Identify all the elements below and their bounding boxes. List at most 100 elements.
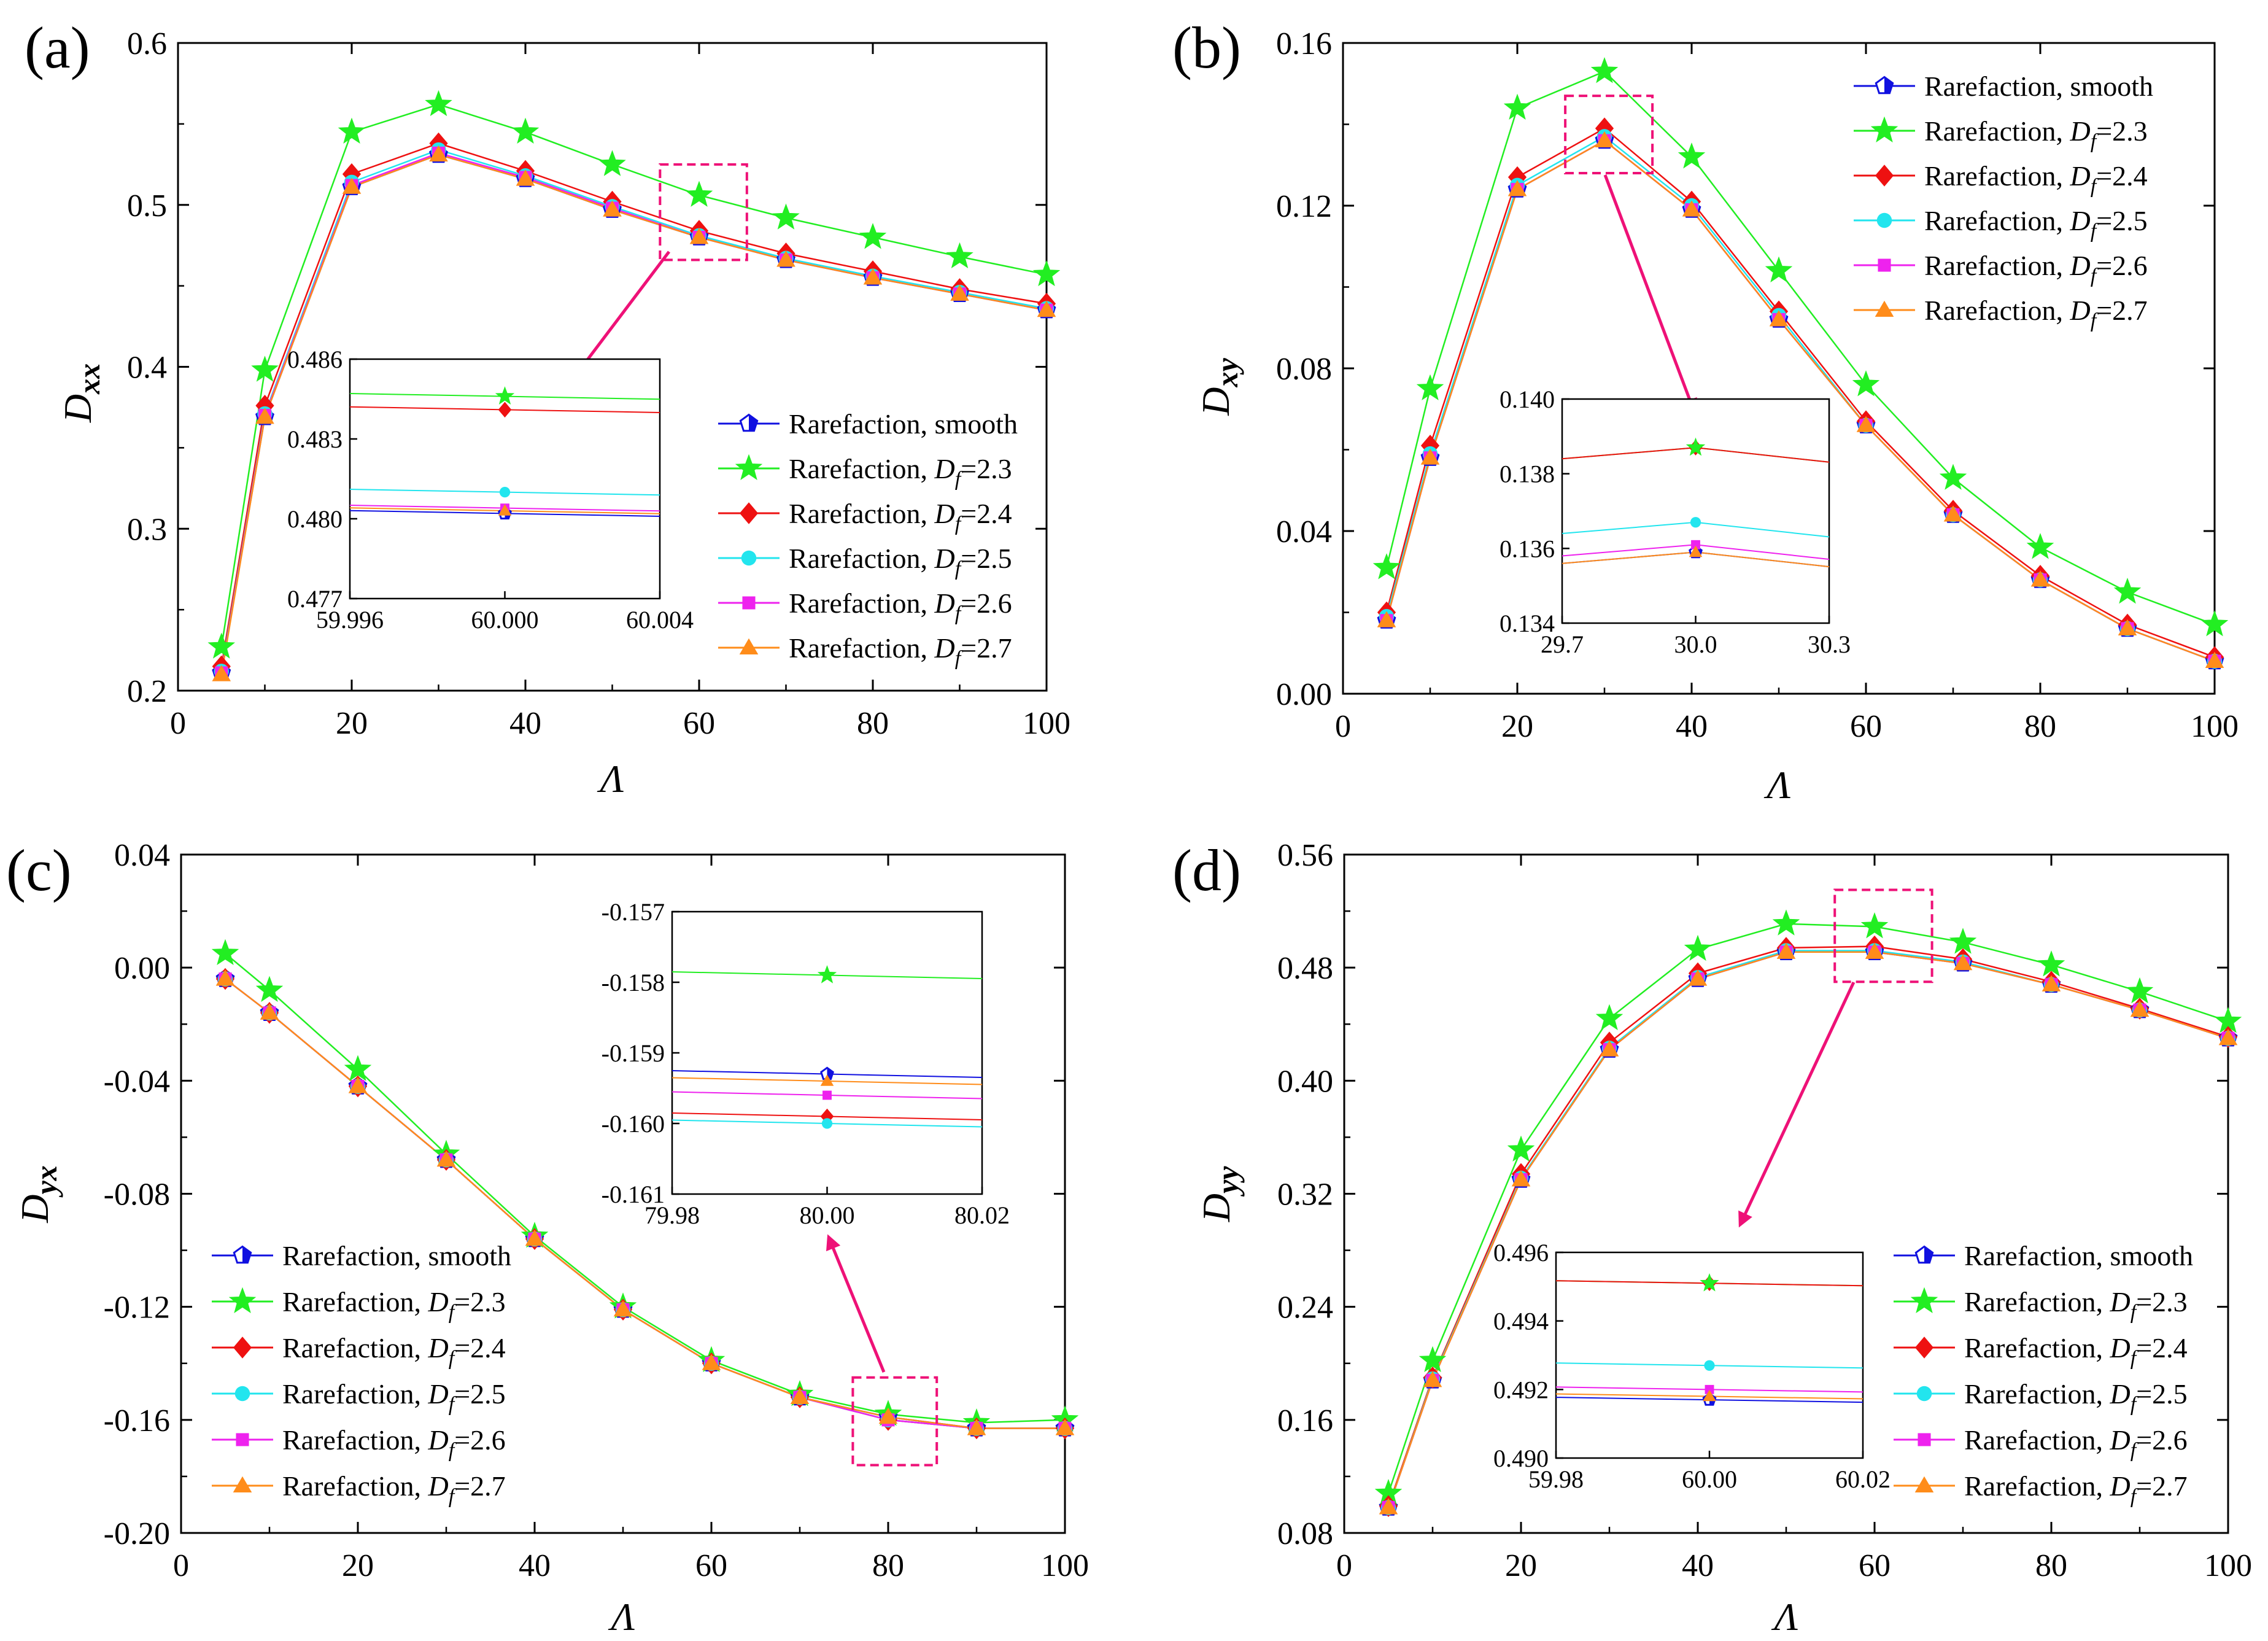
legend-marker-d24 bbox=[739, 502, 759, 524]
data-point-d23 bbox=[1507, 1135, 1535, 1162]
inset-y-tick-label: 0.494 bbox=[1493, 1308, 1549, 1335]
data-point-d27 bbox=[2030, 570, 2050, 587]
x-tick-label: 80 bbox=[872, 1548, 904, 1583]
series-group-b bbox=[1372, 56, 2229, 670]
y-tick-label: 0.48 bbox=[1277, 951, 1333, 986]
legend-label-d24: Rarefaction, Df=2.4 bbox=[1924, 160, 2148, 198]
panel-label-d: (d) bbox=[1172, 837, 1241, 903]
axis-ticks-c: 0 20 40 60 80 100 -0.20 -0.16 -0.12 -0.08 -0.04 0.0… bbox=[104, 838, 1089, 1583]
y-tick-label: 0.00 bbox=[114, 951, 170, 986]
data-point-d27 bbox=[1856, 416, 1876, 432]
legend-marker-d25 bbox=[1916, 1386, 1932, 1402]
legend-label-d27: Rarefaction, Df=2.7 bbox=[1924, 295, 2148, 332]
data-point-d27 bbox=[1420, 448, 1440, 465]
legend-label-d27: Rarefaction, Df=2.7 bbox=[789, 632, 1012, 670]
legend-marker-d25 bbox=[741, 550, 757, 566]
legend-label-d24: Rarefaction, Df=2.4 bbox=[282, 1332, 506, 1370]
legend-label-d25: Rarefaction, Df=2.5 bbox=[1964, 1378, 2188, 1416]
axis-ticks-b: 0 20 40 60 80 100 0.00 0.04 0.08 0.12 0.16 bbox=[1276, 26, 2239, 744]
data-point-d23 bbox=[598, 150, 626, 176]
inset-x-tick-label: 60.004 bbox=[626, 606, 694, 634]
data-point-d27 bbox=[2205, 651, 2224, 669]
inset-x-tick-label: 60.000 bbox=[471, 606, 539, 634]
data-point-d27 bbox=[1776, 942, 1796, 959]
legend-marker-d24 bbox=[1914, 1336, 1934, 1359]
data-point-d27 bbox=[348, 1077, 368, 1093]
panel-a: (a) 0 20 40 60 80 100 0.2 0.3 0.4 0.5 0.6 Λ Dxx 59… bbox=[25, 15, 1070, 801]
data-point-d27 bbox=[967, 1419, 986, 1435]
zoom-group-a bbox=[562, 163, 748, 392]
legend-marker-d26 bbox=[1918, 1433, 1931, 1446]
x-tick-label: 100 bbox=[2191, 709, 2239, 744]
inset-x-tick-label: 30.0 bbox=[1674, 630, 1717, 658]
data-point-d27 bbox=[1423, 1371, 1442, 1387]
data-point-d27 bbox=[525, 1229, 544, 1246]
data-point-d23 bbox=[344, 1055, 372, 1081]
panel-label-b: (b) bbox=[1172, 15, 1241, 80]
inset-y-tick-label: -0.158 bbox=[602, 969, 665, 996]
legend-label-d26: Rarefaction, Df=2.6 bbox=[282, 1424, 506, 1462]
legend-marker-d23 bbox=[1910, 1287, 1938, 1313]
zoom-arrow bbox=[1603, 174, 1697, 414]
zoom-group-b bbox=[1564, 95, 1697, 414]
x-tick-label: 80 bbox=[2024, 709, 2056, 744]
data-point-d23 bbox=[211, 939, 239, 966]
x-tick-label: 0 bbox=[1336, 1548, 1352, 1583]
data-point-d27 bbox=[1600, 1040, 1619, 1057]
data-point-d27 bbox=[1688, 969, 1708, 986]
legend-marker-smooth bbox=[1875, 76, 1894, 95]
x-tick-label: 20 bbox=[1505, 1548, 1537, 1583]
inset-x-tick-label: 59.98 bbox=[1528, 1465, 1584, 1493]
y-tick-label: 0.08 bbox=[1276, 352, 1332, 387]
y-tick-label: 0.12 bbox=[1276, 189, 1332, 224]
legend-marker-d27 bbox=[1914, 1476, 1934, 1493]
legend-a: Rarefaction, smooth Rarefaction, Df=2.3 Ra… bbox=[718, 408, 1018, 670]
inset-y-tick-label: 0.480 bbox=[287, 505, 343, 533]
x-tick-label: 0 bbox=[1335, 709, 1351, 744]
y-tick-label: -0.16 bbox=[104, 1403, 170, 1438]
data-point-d27 bbox=[2042, 975, 2061, 991]
data-point-d27 bbox=[878, 1407, 898, 1424]
axis-ticks-d: 0 20 40 60 80 100 0.08 0.16 0.24 0.32 0.40 0.48 0.56 bbox=[1277, 838, 2252, 1583]
data-point-d27 bbox=[702, 1354, 721, 1370]
legend-label-d26: Rarefaction, Df=2.6 bbox=[1964, 1424, 2188, 1462]
data-point-d27 bbox=[429, 145, 448, 162]
legend-d: Rarefaction, smooth Rarefaction, Df=2.3 Ra… bbox=[1894, 1240, 2193, 1508]
inset-x-tick-label: 79.98 bbox=[644, 1201, 700, 1229]
inset-y-tick-label: -0.160 bbox=[602, 1110, 665, 1138]
y-tick-label: 0.3 bbox=[127, 512, 167, 547]
x-tick-label: 60 bbox=[683, 706, 715, 741]
inset-y-tick-label: -0.161 bbox=[602, 1181, 665, 1208]
inset-y-tick-label: 0.477 bbox=[287, 585, 343, 613]
data-point-d27 bbox=[1055, 1419, 1075, 1435]
inset-y-tick-label: 0.138 bbox=[1500, 460, 1555, 488]
inset-d: 59.98 60.00 60.02 0.490 0.492 0.494 0.496 bbox=[1493, 1239, 1891, 1493]
data-point-d27 bbox=[790, 1387, 810, 1405]
inset-y-tick-label: -0.159 bbox=[602, 1039, 665, 1067]
series-group-d bbox=[1374, 909, 2242, 1518]
x-tick-label: 40 bbox=[509, 706, 541, 741]
data-point-d27 bbox=[950, 284, 969, 301]
y-tick-label: 0.40 bbox=[1277, 1064, 1333, 1099]
inset-x-tick-label: 80.02 bbox=[954, 1201, 1010, 1229]
x-tick-label: 80 bbox=[857, 706, 889, 741]
zoom-arrow bbox=[1738, 981, 1856, 1228]
panel-label-c: (c) bbox=[6, 837, 72, 903]
data-point-d27 bbox=[1507, 180, 1527, 196]
y-tick-label: 0.04 bbox=[1276, 514, 1332, 549]
y-tick-label: -0.08 bbox=[104, 1177, 170, 1212]
legend-marker-d23 bbox=[1870, 116, 1898, 142]
legend-marker-d25 bbox=[234, 1386, 250, 1402]
x-tick-label: 20 bbox=[342, 1548, 374, 1583]
data-point-d27 bbox=[516, 169, 535, 186]
data-point-d27 bbox=[1377, 611, 1396, 627]
y-tick-label: 0.56 bbox=[1277, 838, 1333, 873]
inset-x-tick-label: 60.00 bbox=[1682, 1465, 1737, 1493]
inset-x-tick-label: 30.3 bbox=[1808, 630, 1851, 658]
y-tick-label: 0.08 bbox=[1277, 1516, 1333, 1551]
data-point-d27 bbox=[342, 177, 362, 194]
inset-data-point-d26 bbox=[822, 1090, 832, 1100]
data-point-d23 bbox=[2037, 950, 2065, 977]
inset-data-point-d27 bbox=[820, 1074, 834, 1086]
x-axis-label-b: Λ bbox=[1764, 763, 1791, 807]
